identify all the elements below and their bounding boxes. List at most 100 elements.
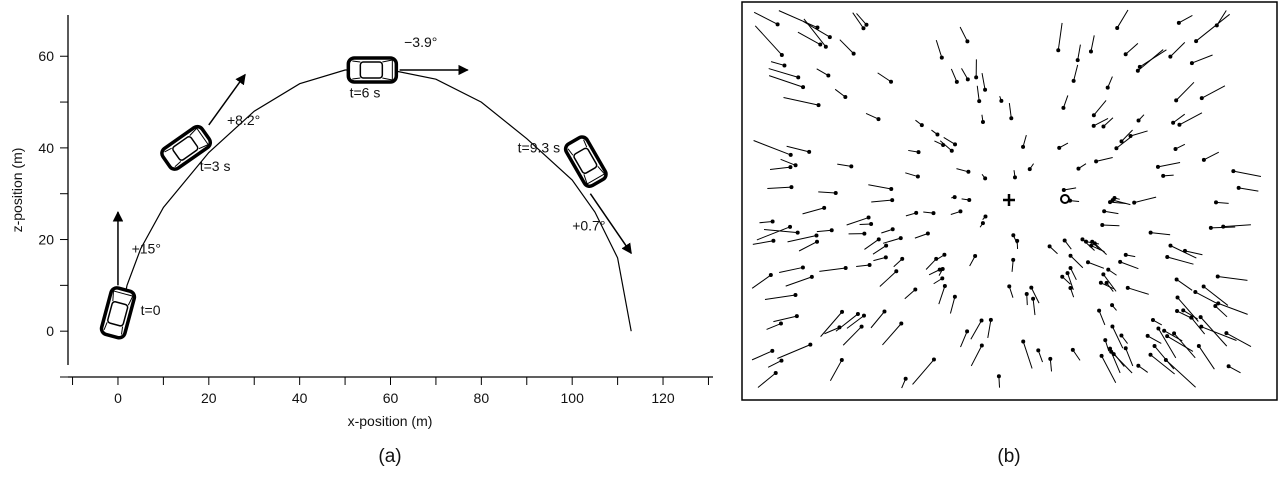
y-tick-label: 20 (38, 232, 54, 248)
flow-vector (752, 275, 771, 288)
flow-head (965, 39, 969, 43)
annotation: t=9.3 s (518, 139, 560, 155)
flow-head (1015, 239, 1019, 243)
flow-head (1200, 96, 1204, 100)
flow-head (1136, 364, 1140, 368)
flow-head (817, 103, 821, 107)
x-tick-label: 80 (474, 390, 490, 406)
flow-head (1118, 260, 1122, 264)
flow-head (1138, 65, 1142, 69)
flow-head (1092, 124, 1096, 128)
flow-head (1111, 198, 1115, 202)
flow-head (1100, 223, 1104, 227)
flow-vector (837, 164, 851, 166)
flow-head (1231, 169, 1235, 173)
flow-vector (1179, 113, 1202, 125)
flow-vector (871, 311, 884, 327)
flow-head (953, 195, 957, 199)
flow-head (1101, 124, 1105, 128)
flow-vector (1167, 257, 1193, 264)
flow-head (822, 206, 826, 210)
flow-vector (1218, 277, 1248, 281)
flow-head (981, 221, 985, 225)
flow-head (1066, 271, 1070, 275)
flow-head (1028, 167, 1032, 171)
flow-head (1063, 238, 1067, 242)
flow-head (818, 43, 822, 47)
flow-vector (960, 27, 967, 41)
flow-head (876, 117, 880, 121)
flow-head (814, 234, 818, 238)
flow-vector (843, 327, 861, 346)
flow-head (796, 75, 800, 79)
annotation: +8.2° (227, 112, 260, 128)
flow-vector (951, 69, 956, 82)
flow-head (934, 257, 938, 261)
flow-vector (840, 40, 854, 54)
flow-head (913, 287, 917, 291)
flow-head (916, 175, 920, 179)
flow-head (1177, 21, 1181, 25)
flow-head (830, 228, 834, 232)
flow-head (1124, 346, 1128, 350)
flow-head (1165, 255, 1169, 259)
flow-head (837, 325, 841, 329)
flow-head (1224, 331, 1228, 335)
flow-head (1171, 121, 1175, 125)
flow-head (1120, 139, 1124, 143)
flow-head (793, 293, 797, 297)
flow-head (1021, 145, 1025, 149)
flow-head (852, 52, 856, 56)
flow-head (869, 222, 873, 226)
flow-vector (1173, 114, 1185, 123)
flow-head (958, 209, 962, 213)
flow-vector (1170, 42, 1184, 56)
flow-head (965, 329, 969, 333)
flow-vector (1177, 279, 1193, 290)
flow-head (940, 276, 944, 280)
flow-head (1124, 253, 1128, 257)
x-tick-label: 60 (383, 390, 399, 406)
flow-head (1076, 58, 1080, 62)
flow-head (1057, 146, 1061, 150)
flow-head (1176, 296, 1180, 300)
flow-vector (777, 345, 810, 359)
flow-head (774, 371, 778, 375)
flow-head (1108, 347, 1112, 351)
flow-vector (779, 267, 803, 272)
flow-head (1094, 159, 1098, 163)
focus-circle (1061, 195, 1069, 203)
flow-head (860, 325, 864, 329)
flow-vector (1009, 103, 1011, 118)
flow-head (900, 257, 904, 261)
flow-vector (1126, 348, 1133, 366)
flow-head (771, 239, 775, 243)
x-tick-label: 40 (292, 390, 308, 406)
flow-head (844, 266, 848, 270)
flow-head (1153, 344, 1157, 348)
flow-head (1101, 272, 1105, 276)
flow-head (953, 142, 957, 146)
flow-head (989, 318, 993, 322)
flow-head (1197, 344, 1201, 348)
flow-vector (1071, 256, 1083, 268)
flow-vector (1151, 233, 1171, 235)
flow-head (1013, 175, 1017, 179)
y-tick-label: 40 (38, 140, 54, 156)
flow-vector (1095, 243, 1107, 254)
flow-head (980, 343, 984, 347)
flow-vector (1120, 262, 1138, 269)
flow-head (1190, 61, 1194, 65)
flow-head (1189, 316, 1193, 320)
flow-head (1151, 318, 1155, 322)
flow-vector (856, 13, 866, 24)
flow-vector (798, 32, 820, 44)
car (563, 135, 608, 189)
annotation: +0.7° (572, 217, 605, 233)
flow-vector (771, 62, 784, 66)
flow-vector (1134, 197, 1156, 203)
flow-vector (1204, 152, 1219, 160)
flow-head (801, 85, 805, 89)
flow-head (862, 314, 866, 318)
car (100, 287, 136, 340)
